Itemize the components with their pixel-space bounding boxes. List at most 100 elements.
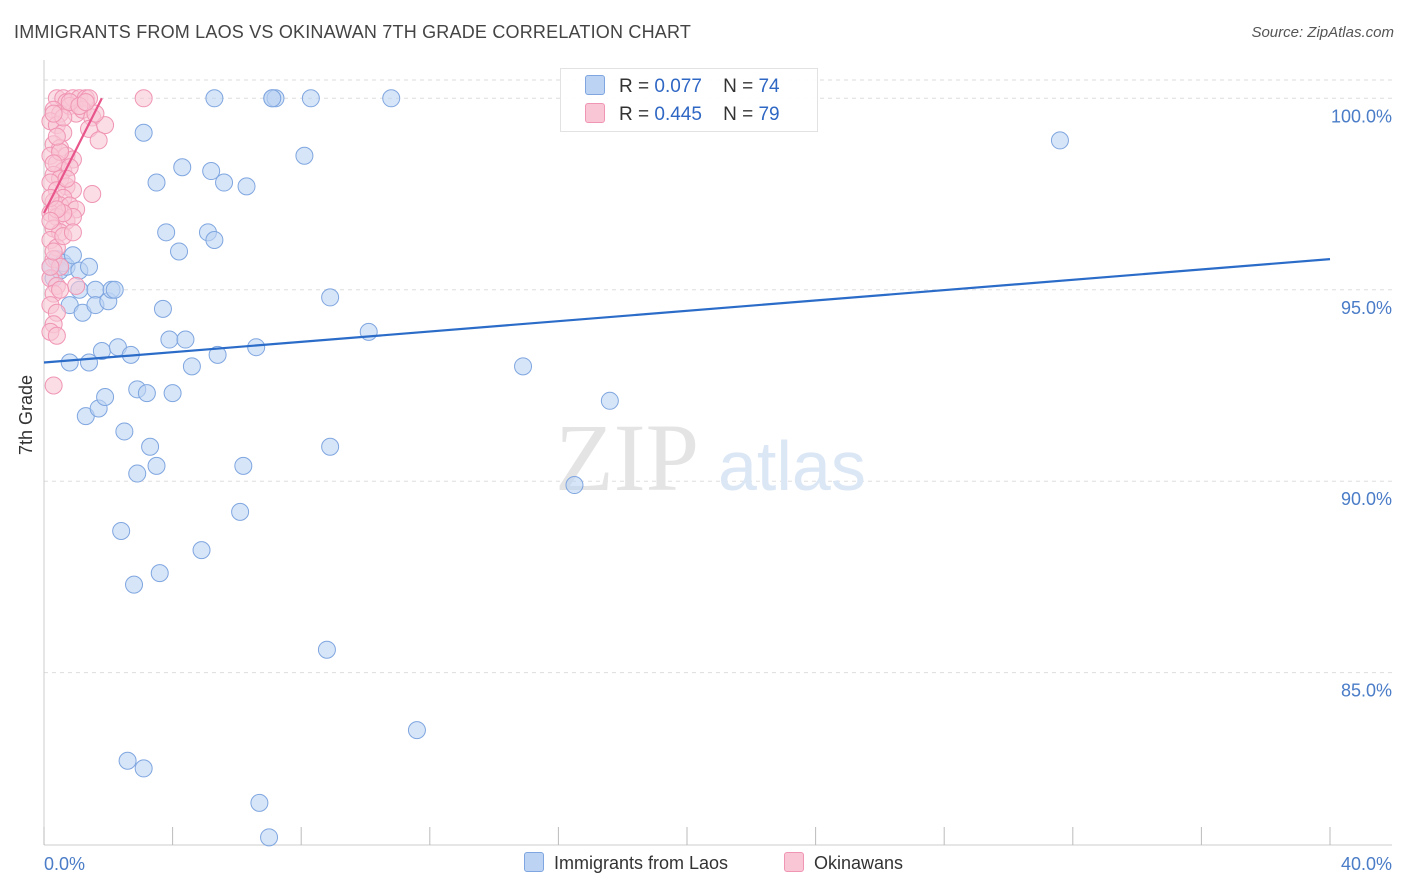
legend-n-value-laos: 74 <box>758 76 780 97</box>
laos-point <box>514 357 533 376</box>
y-tick-label: 85.0% <box>1341 681 1392 701</box>
bottom-legend-label-laos: Immigrants from Laos <box>554 853 729 873</box>
laos-point <box>173 158 192 177</box>
legend-n-label: N = <box>723 76 754 97</box>
legend-swatch-okinawans <box>585 103 605 123</box>
okinawan-point <box>134 89 153 108</box>
laos-point <box>60 353 79 372</box>
okinawan-point <box>41 211 60 230</box>
laos-point <box>565 476 584 495</box>
bottom-legend-swatch-laos <box>524 852 544 872</box>
grid-layer <box>44 79 1392 674</box>
laos-point <box>317 640 336 659</box>
laos-point <box>192 541 211 560</box>
laos-point <box>170 242 189 261</box>
legend-r-value-laos: 0.077 <box>654 76 702 97</box>
legend-n-value-okinawans: 79 <box>758 104 780 125</box>
laos-point <box>208 345 227 364</box>
okinawan-point <box>44 104 63 123</box>
okinawan-point <box>67 276 86 295</box>
okinawan-point <box>44 242 63 261</box>
watermark: ZIP atlas <box>555 404 866 511</box>
watermark-atlas: atlas <box>718 427 866 505</box>
legend-r-value-okinawans: 0.445 <box>654 104 702 125</box>
okinawan-point <box>89 131 108 150</box>
laos-point <box>150 564 169 583</box>
laos-point <box>96 387 115 406</box>
laos-point <box>321 437 340 456</box>
laos-point <box>63 246 82 265</box>
laos-point <box>105 280 124 299</box>
tick-labels: 85.0% 90.0% 95.0% 100.0% 0.0% 40.0% <box>44 106 1392 874</box>
legend-r-label: R = <box>619 76 650 97</box>
laos-point <box>321 288 340 307</box>
laos-point <box>250 793 269 812</box>
bottom-legend-label-okinawans: Okinawans <box>814 853 904 873</box>
laos-point <box>600 391 619 410</box>
bottom-legend-laos: Immigrants from Laos <box>524 852 728 874</box>
laos-point <box>163 384 182 403</box>
okinawan-point <box>51 280 70 299</box>
laos-point <box>141 437 160 456</box>
laos-point <box>160 330 179 349</box>
laos-point <box>182 357 201 376</box>
laos-point <box>263 89 282 108</box>
laos-point <box>157 223 176 242</box>
source-label: Source: ZipAtlas.com <box>1251 24 1394 41</box>
laos-point <box>115 422 134 441</box>
laos-point <box>215 173 234 192</box>
laos-point <box>80 257 99 276</box>
x-tick-label-min: 0.0% <box>44 854 85 874</box>
okinawan-point <box>63 223 82 242</box>
laos-point <box>202 162 221 181</box>
laos-point <box>134 123 153 142</box>
okinawan-point <box>47 127 66 146</box>
okinawan-point <box>83 185 102 204</box>
legend-row-laos: R = 0.077 N = 74 <box>585 75 780 98</box>
laos-point <box>260 828 279 847</box>
laos-point <box>137 384 156 403</box>
laos-point <box>176 330 195 349</box>
laos-point <box>301 89 320 108</box>
laos-point <box>407 721 426 740</box>
okinawan-point <box>44 154 63 173</box>
y-tick-label: 95.0% <box>1341 298 1392 318</box>
bottom-legend-swatch-okinawans <box>784 852 804 872</box>
series-okinawans-points <box>41 89 153 395</box>
trend-lines <box>43 97 1331 364</box>
laos-point <box>147 173 166 192</box>
laos-point <box>118 751 137 770</box>
y-tick-label: 100.0% <box>1331 106 1392 126</box>
okinawan-point <box>44 376 63 395</box>
legend-row-okinawans: R = 0.445 N = 79 <box>585 103 780 126</box>
laos-point <box>153 299 172 318</box>
y-tick-label: 90.0% <box>1341 489 1392 509</box>
laos-point <box>247 338 266 357</box>
okinawan-point <box>96 116 115 135</box>
okinawan-point <box>41 257 60 276</box>
watermark-zip: ZIP <box>555 404 699 511</box>
laos-point <box>1050 131 1069 150</box>
x-tick-label-max: 40.0% <box>1341 854 1392 874</box>
laos-point <box>147 456 166 475</box>
y-axis-label: 7th Grade <box>16 374 36 455</box>
laos-point <box>295 146 314 165</box>
legend-r-label: R = <box>619 104 650 125</box>
okinawan-point <box>47 326 66 345</box>
laos-point <box>112 522 131 540</box>
okinawan-point <box>76 93 95 112</box>
laos-point <box>134 759 153 778</box>
bottom-legend-okinawans: Okinawans <box>784 852 903 874</box>
laos-point <box>128 464 147 483</box>
chart-title: IMMIGRANTS FROM LAOS VS OKINAWAN 7TH GRA… <box>14 22 692 42</box>
laos-point <box>234 456 253 475</box>
laos-trend-line <box>43 258 1331 364</box>
laos-point <box>205 230 224 249</box>
laos-point <box>237 177 256 196</box>
okinawan-trend-line <box>43 97 103 214</box>
laos-point <box>231 502 250 521</box>
laos-point <box>205 89 224 108</box>
legend-n-label: N = <box>723 104 754 125</box>
legend-box: R = 0.077 N = 74 R = 0.445 N = 79 <box>560 68 818 132</box>
